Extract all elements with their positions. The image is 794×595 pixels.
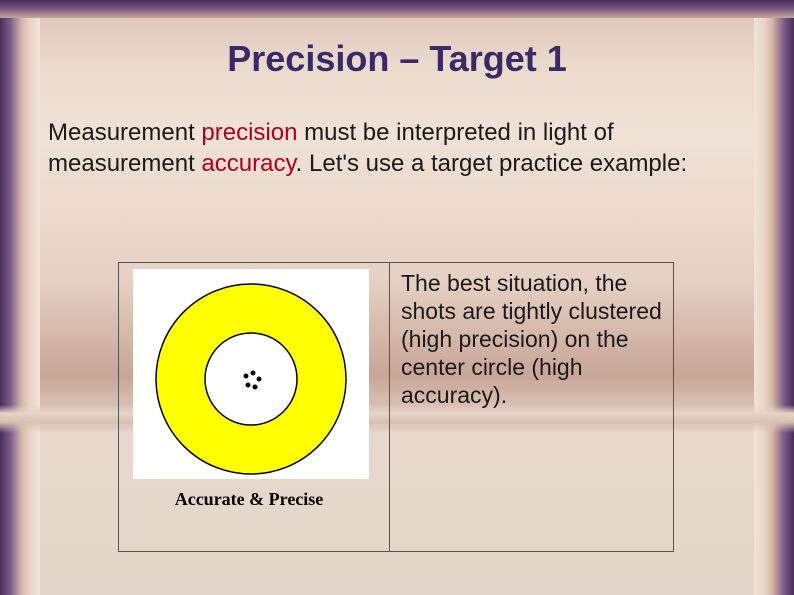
- content-box: Accurate & Precise The best situation, t…: [118, 262, 674, 552]
- shot-dot: [246, 383, 251, 388]
- content-divider: [389, 263, 390, 551]
- body-pre1: Measurement: [48, 119, 201, 146]
- shot-dot: [257, 377, 262, 382]
- shot-dot: [253, 385, 258, 390]
- target-label: Accurate & Precise: [119, 489, 379, 510]
- frame-right: [754, 0, 794, 595]
- target-description: The best situation, the shots are tightl…: [401, 269, 663, 409]
- frame-top: [0, 0, 794, 18]
- shot-dot: [244, 374, 249, 379]
- slide: Precision – Target 1 Measurement precisi…: [0, 0, 794, 595]
- body-keyword-precision: precision: [201, 119, 297, 146]
- body-post1: . Let's use a target practice example:: [296, 150, 687, 177]
- target-diagram: [133, 269, 369, 479]
- body-keyword-accuracy: accuracy: [201, 150, 295, 177]
- target-inner-ring: [205, 333, 297, 425]
- slide-body: Measurement precision must be interprete…: [48, 118, 734, 179]
- target-svg: [133, 269, 369, 479]
- slide-title: Precision – Target 1: [0, 38, 794, 80]
- shot-dot: [251, 371, 256, 376]
- frame-left: [0, 0, 40, 595]
